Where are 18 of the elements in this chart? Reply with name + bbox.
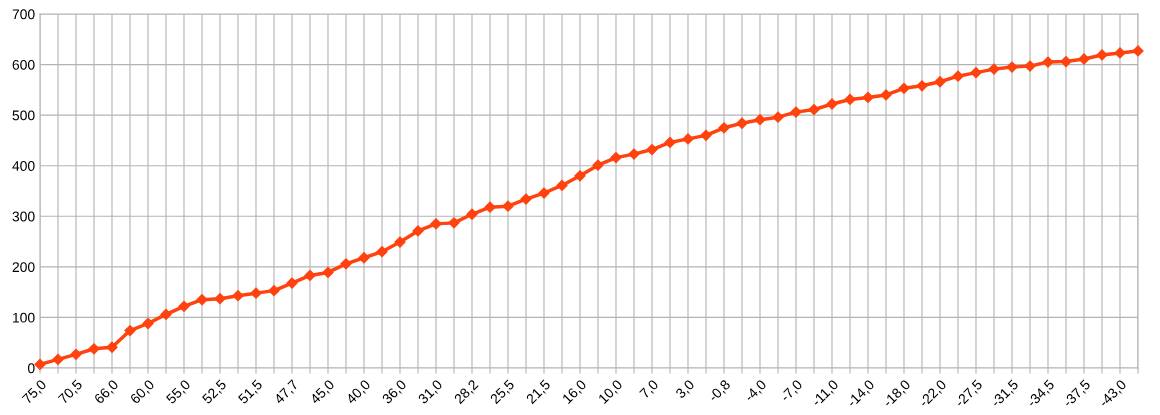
y-tick-label: 400 <box>12 161 35 171</box>
x-tick-label: 40,0 <box>345 379 372 406</box>
y-tick-label: 100 <box>13 312 35 323</box>
x-tick-label: 75,0 <box>21 379 48 406</box>
x-tick-label: 7,0 <box>639 379 660 400</box>
x-tick-label: -4,0 <box>743 379 768 404</box>
y-tick-label: 600 <box>12 59 35 70</box>
y-tick-label: 700 <box>12 9 35 20</box>
y-tick-label: 300 <box>12 211 35 222</box>
y-tick-label: 0 <box>27 363 35 374</box>
x-tick-label: 45,0 <box>309 379 336 406</box>
y-tick-label: 500 <box>12 110 35 121</box>
x-tick-label: 3,0 <box>674 379 696 401</box>
x-tick-label: 60,0 <box>129 379 156 406</box>
x-tick-label: -7,0 <box>779 379 804 404</box>
y-tick-label: 200 <box>12 262 35 273</box>
x-tick-label: -0,8 <box>707 379 732 404</box>
x-tick-label: 66,0 <box>93 379 120 406</box>
